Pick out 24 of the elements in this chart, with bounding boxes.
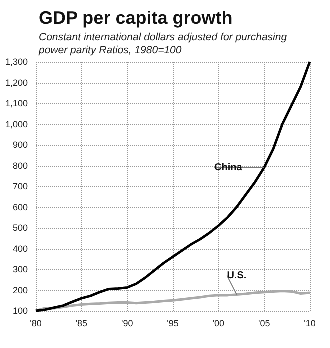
y-tick-label: 700 — [12, 182, 28, 192]
y-tick-label: 100 — [12, 306, 28, 316]
y-tick-label: 1,100 — [5, 98, 28, 108]
y-tick-label: 1,200 — [5, 78, 28, 88]
x-tick-label: '90 — [121, 318, 134, 328]
x-tick-label: '85 — [76, 318, 88, 328]
y-tick-label: 900 — [12, 140, 28, 150]
chart-subtitle: Constant international dollars adjusted for purchasing power parity Ratios, 1980=100 — [38, 32, 290, 56]
y-tick-label: 600 — [12, 202, 28, 212]
line-series — [34, 60, 312, 312]
y-tick-label: 1,300 — [5, 57, 28, 67]
y-tick-label: 300 — [12, 264, 28, 274]
x-tick-label: '95 — [167, 318, 179, 328]
y-tick-label: 800 — [12, 160, 28, 171]
x-tick-label: '05 — [258, 318, 270, 328]
x-tick-label: '10 — [304, 318, 316, 328]
y-tick-label: 500 — [12, 223, 28, 233]
x-tick-label: '00 — [212, 318, 225, 328]
y-tick-label: 1,000 — [5, 119, 28, 130]
y-tick-label: 400 — [12, 244, 28, 254]
x-tick-label: '80 — [30, 318, 42, 328]
chart-title: GDP per capita growth — [39, 8, 233, 28]
y-tick-label: 200 — [12, 285, 28, 296]
series-label: U.S. — [227, 270, 247, 282]
